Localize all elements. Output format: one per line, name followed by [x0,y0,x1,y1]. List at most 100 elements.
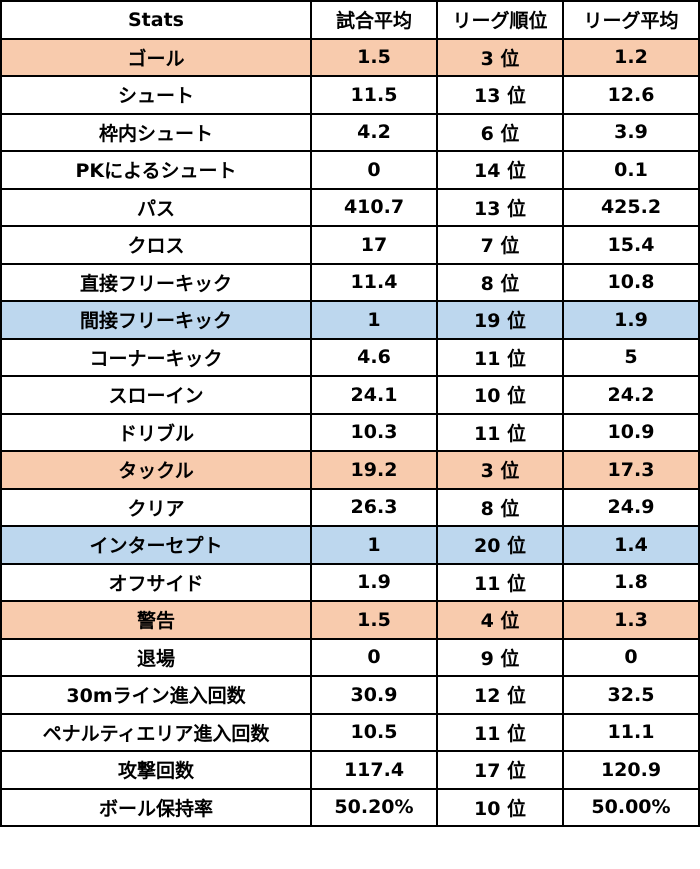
league-rank-cell: 13 位 [436,75,564,115]
league-rank-cell: 12 位 [436,675,564,715]
table-row: 警告 1.5 4 位 1.3 [0,600,700,640]
table-row: 枠内シュート 4.2 6 位 3.9 [0,112,700,152]
table-row: クリア 26.3 8 位 24.9 [0,487,700,527]
league-rank-cell: 3 位 [436,37,564,77]
league-rank-cell: 6 位 [436,112,564,152]
match-average-cell: 17 [310,225,438,265]
league-average-cell: 5 [562,337,700,377]
table-row: オフサイド 1.9 11 位 1.8 [0,562,700,602]
league-rank-cell: 17 位 [436,750,564,790]
table-row: 30mライン進入回数 30.9 12 位 32.5 [0,675,700,715]
league-rank-cell: 13 位 [436,187,564,227]
header-league-average: リーグ平均 [562,0,700,40]
league-average-cell: 425.2 [562,187,700,227]
stat-name-cell: オフサイド [0,562,312,602]
match-average-cell: 1.5 [310,37,438,77]
table-row: ボール保持率 50.20% 10 位 50.00% [0,787,700,827]
match-average-cell: 1 [310,300,438,340]
stat-name-cell: 退場 [0,637,312,677]
league-rank-cell: 11 位 [436,562,564,602]
league-rank-cell: 20 位 [436,525,564,565]
stat-name-cell: パス [0,187,312,227]
league-average-cell: 0.1 [562,150,700,190]
match-average-cell: 0 [310,637,438,677]
match-average-cell: 410.7 [310,187,438,227]
league-average-cell: 15.4 [562,225,700,265]
stat-name-cell: インターセプト [0,525,312,565]
league-rank-cell: 7 位 [436,225,564,265]
stat-name-cell: クロス [0,225,312,265]
match-average-cell: 11.5 [310,75,438,115]
table-row: PKによるシュート 0 14 位 0.1 [0,150,700,190]
header-league-rank: リーグ順位 [436,0,564,40]
table-row: スローイン 24.1 10 位 24.2 [0,375,700,415]
league-rank-cell: 9 位 [436,637,564,677]
league-average-cell: 50.00% [562,787,700,827]
stats-table-body: Stats 試合平均 リーグ順位 リーグ平均 ゴール 1.5 3 位 1.2 シュート 1… [0,0,700,827]
league-rank-cell: 8 位 [436,487,564,527]
table-row: 攻撃回数 117.4 17 位 120.9 [0,750,700,790]
stat-name-cell: シュート [0,75,312,115]
league-average-cell: 120.9 [562,750,700,790]
league-average-cell: 32.5 [562,675,700,715]
league-average-cell: 24.9 [562,487,700,527]
match-average-cell: 10.5 [310,712,438,752]
stat-name-cell: 直接フリーキック [0,262,312,302]
table-row: クロス 17 7 位 15.4 [0,225,700,265]
league-average-cell: 1.9 [562,300,700,340]
league-rank-cell: 19 位 [436,300,564,340]
table-row: パス 410.7 13 位 425.2 [0,187,700,227]
stat-name-cell: タックル [0,450,312,490]
league-rank-cell: 8 位 [436,262,564,302]
match-average-cell: 30.9 [310,675,438,715]
header-stats: Stats [0,0,312,40]
league-rank-cell: 11 位 [436,412,564,452]
match-average-cell: 26.3 [310,487,438,527]
league-average-cell: 24.2 [562,375,700,415]
table-row: シュート 11.5 13 位 12.6 [0,75,700,115]
match-average-cell: 50.20% [310,787,438,827]
match-average-cell: 4.6 [310,337,438,377]
league-average-cell: 1.3 [562,600,700,640]
match-average-cell: 19.2 [310,450,438,490]
stat-name-cell: クリア [0,487,312,527]
stat-name-cell: コーナーキック [0,337,312,377]
table-row: ペナルティエリア進入回数 10.5 11 位 11.1 [0,712,700,752]
match-average-cell: 10.3 [310,412,438,452]
league-rank-cell: 10 位 [436,787,564,827]
stat-name-cell: PKによるシュート [0,150,312,190]
league-rank-cell: 10 位 [436,375,564,415]
table-row: タックル 19.2 3 位 17.3 [0,450,700,490]
league-rank-cell: 11 位 [436,712,564,752]
league-rank-cell: 11 位 [436,337,564,377]
stat-name-cell: ペナルティエリア進入回数 [0,712,312,752]
header-match-average: 試合平均 [310,0,438,40]
stat-name-cell: 枠内シュート [0,112,312,152]
match-average-cell: 1 [310,525,438,565]
stat-name-cell: ドリブル [0,412,312,452]
match-average-cell: 117.4 [310,750,438,790]
league-average-cell: 0 [562,637,700,677]
stat-name-cell: 攻撃回数 [0,750,312,790]
league-average-cell: 1.8 [562,562,700,602]
league-average-cell: 1.2 [562,37,700,77]
league-average-cell: 10.8 [562,262,700,302]
table-row: ドリブル 10.3 11 位 10.9 [0,412,700,452]
league-average-cell: 12.6 [562,75,700,115]
stat-name-cell: 警告 [0,600,312,640]
table-row: インターセプト 1 20 位 1.4 [0,525,700,565]
match-average-cell: 4.2 [310,112,438,152]
match-average-cell: 1.9 [310,562,438,602]
table-row: 直接フリーキック 11.4 8 位 10.8 [0,262,700,302]
stat-name-cell: 30mライン進入回数 [0,675,312,715]
stat-name-cell: ゴール [0,37,312,77]
stat-name-cell: スローイン [0,375,312,415]
match-average-cell: 0 [310,150,438,190]
league-rank-cell: 14 位 [436,150,564,190]
stats-table: Stats 試合平均 リーグ順位 リーグ平均 ゴール 1.5 3 位 1.2 シュート 1… [0,0,700,827]
header-row: Stats 試合平均 リーグ順位 リーグ平均 [0,0,700,40]
stat-name-cell: 間接フリーキック [0,300,312,340]
table-row: ゴール 1.5 3 位 1.2 [0,37,700,77]
league-rank-cell: 4 位 [436,600,564,640]
